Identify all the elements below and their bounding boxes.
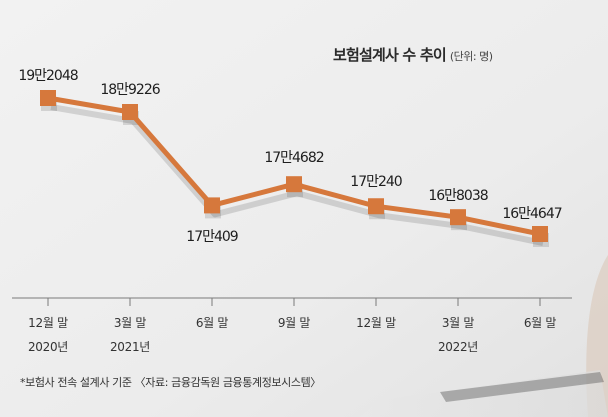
x-axis-labels: 12월 말 2020년 3월 말 2021년 6월 말 9월 말 12월 말 3월 말 2022… bbox=[28, 316, 557, 354]
data-marker-4 bbox=[368, 198, 384, 215]
x-tick-label-4: 12월 말 bbox=[356, 316, 396, 330]
data-label-6: 16만4647 bbox=[502, 206, 561, 222]
x-tick-label-6: 6월 말 bbox=[524, 316, 557, 330]
x-tick-year-5: 2022년 bbox=[438, 340, 478, 354]
data-marker-1 bbox=[122, 104, 138, 121]
data-label-0: 19만2048 bbox=[18, 68, 77, 84]
line-shadow bbox=[41, 97, 549, 247]
data-marker-2 bbox=[204, 197, 220, 214]
unit-note: (단위: 명) bbox=[450, 50, 493, 63]
data-marker-5 bbox=[450, 209, 466, 226]
x-tick-year-1: 2021년 bbox=[110, 340, 150, 354]
x-tick-year-0: 2020년 bbox=[28, 340, 68, 354]
footnote: *보험사 전속 설계사 기준 〈자료: 금융감독원 금융통계정보시스템〉 bbox=[20, 376, 321, 389]
data-label-5: 16만8038 bbox=[428, 188, 487, 204]
x-tick-label-2: 6월 말 bbox=[196, 316, 229, 330]
pen-object bbox=[440, 372, 604, 402]
data-marker-3 bbox=[286, 176, 302, 193]
data-marker-0 bbox=[40, 90, 56, 106]
x-tick-label-1: 3월 말 bbox=[114, 316, 147, 330]
data-label-1: 18만9226 bbox=[100, 82, 160, 98]
x-tick-label-5: 3월 말 bbox=[442, 316, 475, 330]
series-line-shadow bbox=[50, 104, 544, 246]
data-markers bbox=[40, 90, 548, 242]
chart-title: 보험설계사 수 추이 bbox=[333, 46, 446, 64]
data-labels: 19만2048 18만9226 17만409 17만4682 17만240 16만8038… bbox=[18, 68, 562, 245]
desk-object bbox=[360, 370, 608, 417]
data-marker-6 bbox=[532, 226, 548, 242]
x-axis-ticks bbox=[47, 298, 541, 306]
x-tick-label-3: 9월 말 bbox=[278, 316, 311, 330]
data-label-2: 17만409 bbox=[186, 229, 238, 245]
data-label-4: 17만240 bbox=[350, 174, 402, 190]
data-label-3: 17만4682 bbox=[264, 150, 323, 166]
x-tick-label-0: 12월 말 bbox=[28, 316, 68, 330]
chart-title-group: 보험설계사 수 추이 (단위: 명) bbox=[333, 46, 493, 64]
